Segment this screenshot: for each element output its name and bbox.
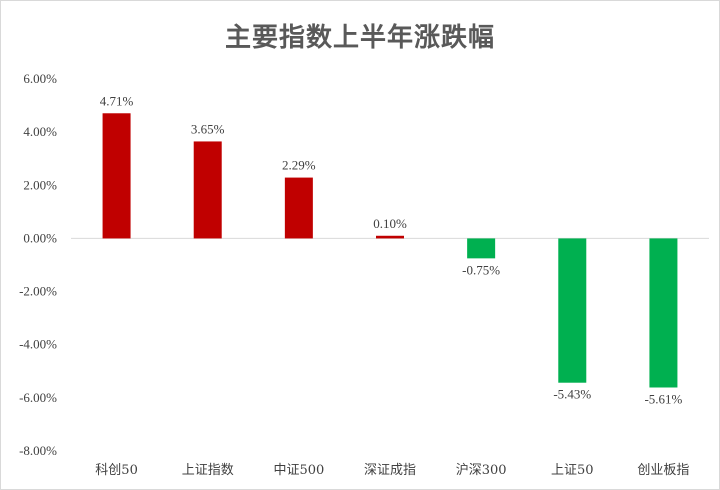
category-label: 中证500 [273, 463, 324, 478]
y-tick-label: -8.00% [19, 443, 57, 458]
bar [376, 235, 404, 239]
data-label: -5.43% [553, 387, 591, 402]
category-label: 创业板指 [637, 463, 689, 478]
y-tick-label: 4.00% [23, 124, 57, 139]
data-label: 2.29% [282, 158, 316, 173]
bar [467, 238, 496, 259]
data-label: 0.10% [373, 216, 407, 231]
data-label: 4.71% [100, 93, 134, 108]
data-label: -0.75% [462, 262, 500, 277]
bar [284, 177, 313, 239]
data-label: -5.61% [644, 391, 682, 406]
category-label: 上证50 [551, 463, 594, 478]
bar [193, 141, 222, 239]
chart-title: 主要指数上半年涨跌幅 [224, 23, 495, 53]
y-tick-label: 0.00% [23, 230, 57, 245]
y-tick-label: 2.00% [23, 177, 57, 192]
bar [649, 238, 678, 388]
bar [102, 113, 131, 239]
category-label: 科创50 [95, 463, 138, 478]
y-tick-label: -4.00% [19, 337, 57, 352]
category-label: 上证指数 [182, 463, 234, 478]
y-tick-label: -6.00% [19, 390, 57, 405]
y-tick-label: -2.00% [19, 284, 57, 299]
category-label: 深证成指 [364, 463, 416, 478]
data-label: 3.65% [191, 121, 225, 136]
category-label: 沪深300 [456, 462, 507, 478]
bar [558, 238, 587, 383]
y-tick-label: 6.00% [23, 71, 57, 86]
